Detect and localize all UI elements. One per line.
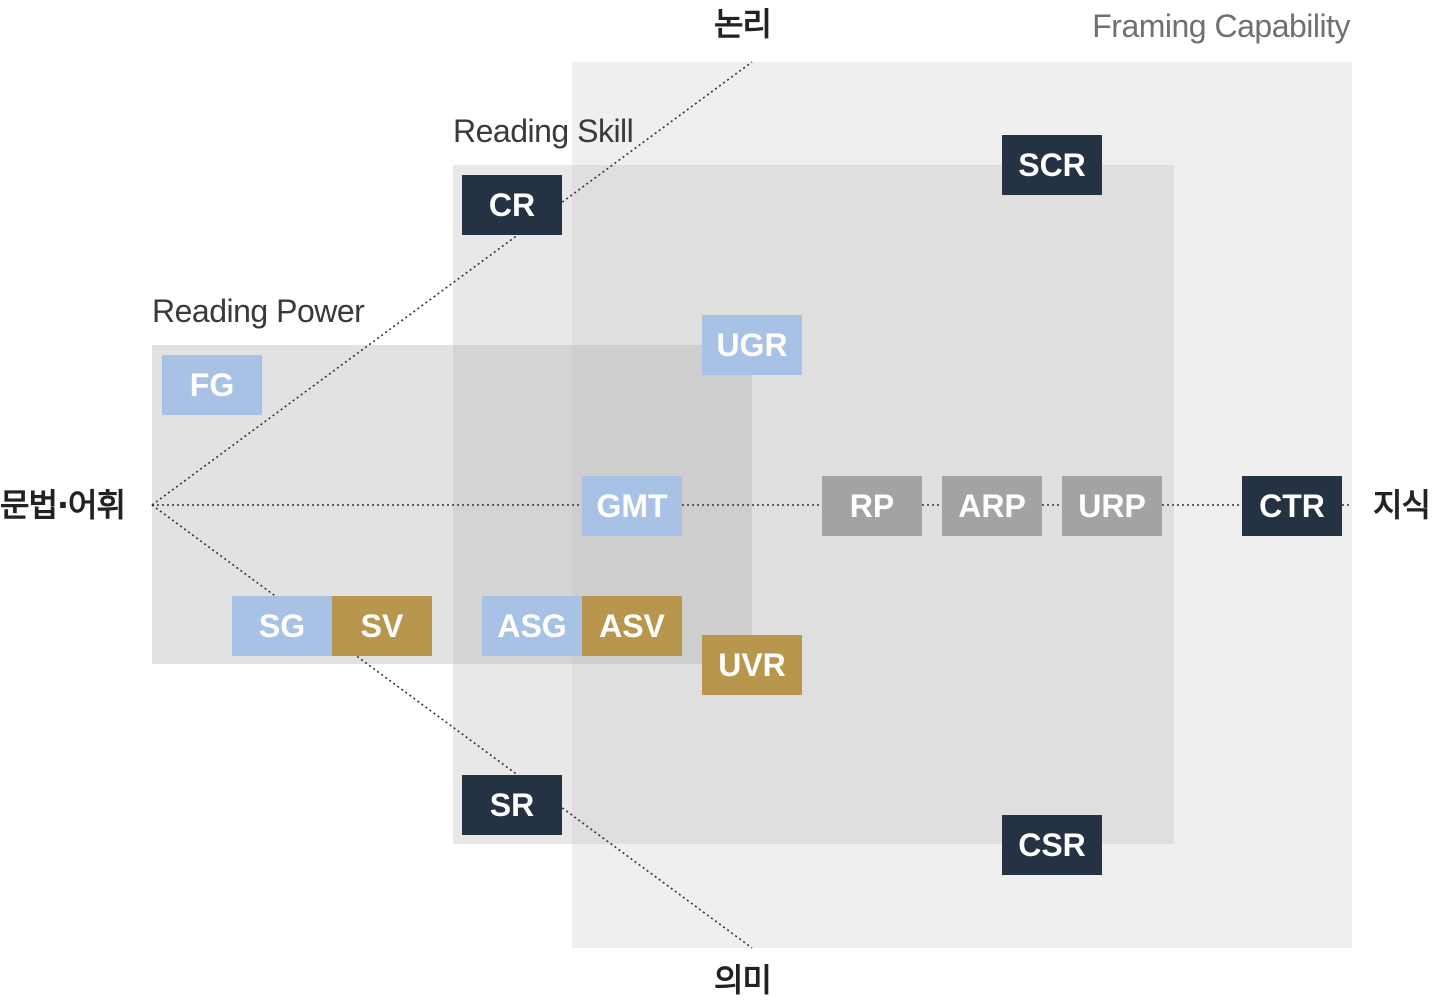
box-csr: CSR xyxy=(1002,815,1102,875)
axis-line-logic xyxy=(151,61,753,506)
box-scr: SCR xyxy=(1002,135,1102,195)
axis-label-logic: 논리 xyxy=(714,5,772,43)
axis-label-grammar-vocabulary: 문법·어휘 xyxy=(0,486,126,524)
box-urp: URP xyxy=(1062,476,1162,536)
box-sr: SR xyxy=(462,775,562,835)
box-sv: SV xyxy=(332,596,432,656)
box-ctr: CTR xyxy=(1242,476,1342,536)
reading-power-label: Reading Power xyxy=(152,293,365,329)
framing-capability-label: Framing Capability xyxy=(1092,8,1350,44)
box-rp: RP xyxy=(822,476,922,536)
box-fg: FG xyxy=(162,355,262,415)
box-cr: CR xyxy=(462,175,562,235)
axis-label-meaning: 의미 xyxy=(714,961,772,999)
box-gmt: GMT xyxy=(582,476,682,536)
box-uvr: UVR xyxy=(702,635,802,695)
box-sg: SG xyxy=(232,596,332,656)
box-asg: ASG xyxy=(482,596,582,656)
box-asv: ASV xyxy=(582,596,682,656)
axis-line-meaning xyxy=(151,504,753,949)
reading-skill-label: Reading Skill xyxy=(453,113,634,149)
box-arp: ARP xyxy=(942,476,1042,536)
box-ugr: UGR xyxy=(702,315,802,375)
axis-label-knowledge: 지식 xyxy=(1373,486,1431,524)
